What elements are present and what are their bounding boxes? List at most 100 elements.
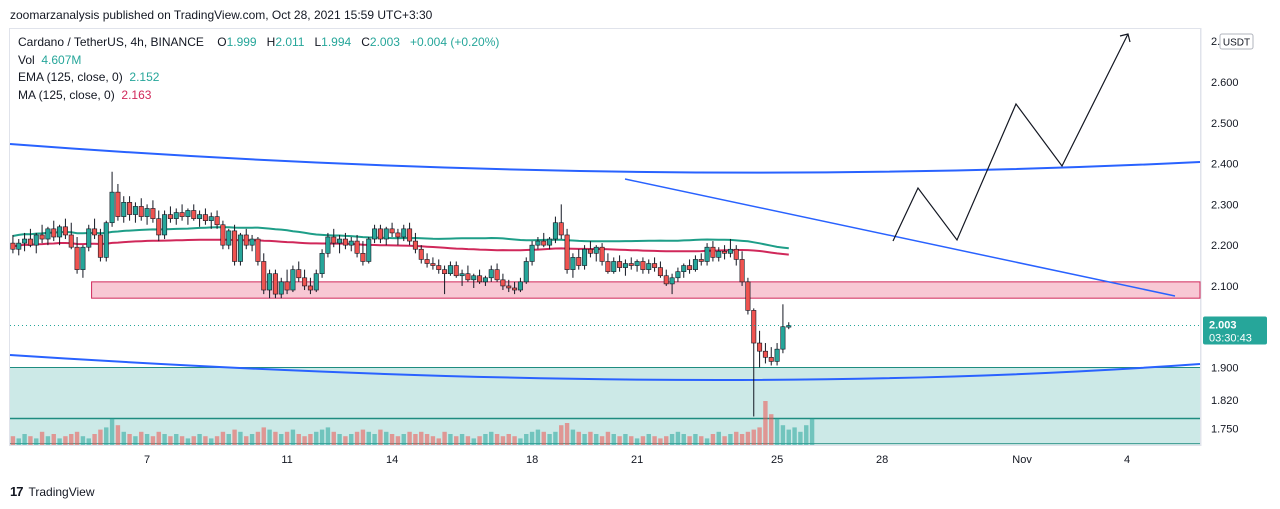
projection-path[interactable] <box>892 33 1129 242</box>
candle[interactable] <box>57 226 63 238</box>
candle[interactable] <box>541 240 547 246</box>
candle[interactable] <box>132 206 138 215</box>
candle[interactable] <box>22 238 28 244</box>
candle[interactable] <box>92 228 98 236</box>
candle[interactable] <box>675 271 681 279</box>
candle[interactable] <box>459 273 465 277</box>
resistance-zone[interactable] <box>91 281 1201 299</box>
candle[interactable] <box>45 228 51 240</box>
candle[interactable] <box>757 342 763 352</box>
candle[interactable] <box>272 273 278 295</box>
candle[interactable] <box>512 287 518 291</box>
candle[interactable] <box>552 222 558 240</box>
candle[interactable] <box>255 238 261 262</box>
candle[interactable] <box>669 277 675 285</box>
candle[interactable] <box>220 224 226 246</box>
candle[interactable] <box>39 234 45 240</box>
candle[interactable] <box>232 230 238 262</box>
candle[interactable] <box>605 261 611 272</box>
candle[interactable] <box>302 277 308 287</box>
candle[interactable] <box>127 202 133 215</box>
candle[interactable] <box>762 350 768 358</box>
candle[interactable] <box>447 265 453 275</box>
candle[interactable] <box>97 234 103 258</box>
candle[interactable] <box>628 263 634 266</box>
candle[interactable] <box>313 273 319 291</box>
candle[interactable] <box>477 275 483 283</box>
candle[interactable] <box>278 281 284 295</box>
legend-symbol-row[interactable]: Cardano / TetherUS, 4h, BINANCE O1.999 H… <box>18 34 499 52</box>
candle[interactable] <box>751 310 757 344</box>
candle[interactable] <box>290 269 296 291</box>
candle[interactable] <box>162 214 168 236</box>
candle[interactable] <box>500 279 506 287</box>
candle[interactable] <box>465 273 471 281</box>
candle[interactable] <box>535 240 541 246</box>
candle[interactable] <box>138 206 144 217</box>
candle[interactable] <box>517 281 523 291</box>
lower-curve-line[interactable] <box>9 354 1201 381</box>
candle[interactable] <box>366 238 372 262</box>
candle[interactable] <box>342 238 348 246</box>
ma-line[interactable] <box>12 238 789 256</box>
candle[interactable] <box>453 265 459 277</box>
candle[interactable] <box>150 208 156 219</box>
currency-badge[interactable] <box>1219 33 1254 50</box>
candle[interactable] <box>582 248 588 266</box>
candle[interactable] <box>523 261 529 283</box>
candle[interactable] <box>33 234 39 246</box>
legend-volume-row[interactable]: Vol 4.607M <box>18 52 499 70</box>
candle[interactable] <box>646 263 652 270</box>
candle[interactable] <box>372 228 378 240</box>
candle[interactable] <box>74 246 80 270</box>
candle[interactable] <box>704 246 710 262</box>
candle[interactable] <box>348 240 354 246</box>
candle[interactable] <box>506 285 512 289</box>
candle[interactable] <box>156 218 162 236</box>
candle[interactable] <box>564 234 570 270</box>
candle[interactable] <box>237 234 243 262</box>
candle[interactable] <box>652 263 658 268</box>
candle[interactable] <box>424 259 430 264</box>
candle[interactable] <box>144 208 150 217</box>
candle[interactable] <box>634 261 640 266</box>
candle[interactable] <box>698 259 704 262</box>
candle[interactable] <box>768 357 774 362</box>
candle[interactable] <box>249 238 255 246</box>
candle[interactable] <box>412 240 418 250</box>
candle[interactable] <box>383 228 389 240</box>
candle[interactable] <box>733 248 739 260</box>
candle[interactable] <box>681 265 687 272</box>
candle[interactable] <box>10 242 16 250</box>
candle[interactable] <box>103 222 109 258</box>
candle[interactable] <box>692 259 698 270</box>
candle[interactable] <box>296 269 302 279</box>
candle[interactable] <box>547 238 553 246</box>
candle[interactable] <box>202 214 208 221</box>
candle[interactable] <box>774 348 780 362</box>
candle[interactable] <box>657 267 663 277</box>
candle[interactable] <box>727 248 733 254</box>
candle[interactable] <box>179 212 185 217</box>
upper-curve-line[interactable] <box>9 143 1201 174</box>
candle[interactable] <box>208 216 214 221</box>
candle[interactable] <box>488 269 494 279</box>
candle[interactable] <box>617 261 623 268</box>
candle[interactable] <box>722 250 728 254</box>
candle[interactable] <box>576 257 582 266</box>
candle[interactable] <box>27 238 33 246</box>
candle[interactable] <box>482 277 488 283</box>
candle[interactable] <box>80 246 86 270</box>
candle[interactable] <box>558 222 564 236</box>
candle[interactable] <box>243 234 249 246</box>
candle[interactable] <box>593 246 599 254</box>
candle[interactable] <box>360 253 366 262</box>
candle[interactable] <box>121 202 127 217</box>
candle[interactable] <box>640 261 646 270</box>
candle[interactable] <box>407 228 413 242</box>
candle[interactable] <box>494 269 500 281</box>
candle[interactable] <box>587 248 593 254</box>
candle[interactable] <box>173 212 179 219</box>
candle[interactable] <box>325 236 331 254</box>
